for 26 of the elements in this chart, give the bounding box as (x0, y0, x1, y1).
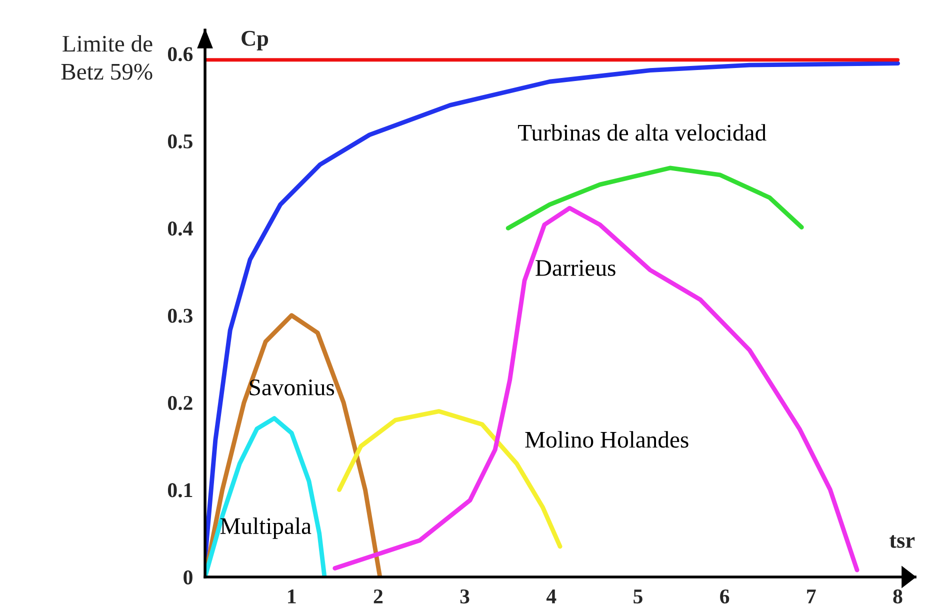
x-tick-label: 3 (460, 589, 470, 604)
series-label: Molino Holandes (525, 431, 688, 448)
y-tick-label: 0.5 (168, 134, 192, 148)
y-axis-title: Cp (242, 30, 268, 50)
x-tick-label: 1 (288, 590, 296, 604)
y-tick-label: 0.3 (168, 308, 193, 323)
y-tick-label: 0.4 (168, 222, 193, 236)
y-tick-label: 0.2 (168, 396, 192, 410)
y-tick-label: 0.6 (168, 47, 193, 62)
x-tick-label: 5 (634, 590, 642, 604)
x-tick-label: 7 (807, 590, 816, 604)
y-tick-label: 0.1 (168, 483, 192, 498)
line-series (205, 416, 327, 578)
y-tick-label: 0 (184, 570, 192, 584)
series-label: Turbinas de alta velocidad (518, 124, 766, 141)
x-tick-label: 6 (720, 589, 730, 604)
line-series (205, 313, 382, 578)
x-tick-label: 2 (374, 589, 383, 604)
x-tick-label: 4 (546, 590, 556, 604)
series-label: Darrieus (536, 260, 616, 276)
x-tick-label: 8 (893, 589, 902, 604)
line-series (332, 206, 860, 572)
x-axis-title: tsr (890, 535, 915, 548)
line-series (506, 166, 804, 230)
series-label: Multipala (220, 517, 312, 539)
ref-line-label: Limite de Betz 59% (61, 35, 152, 80)
